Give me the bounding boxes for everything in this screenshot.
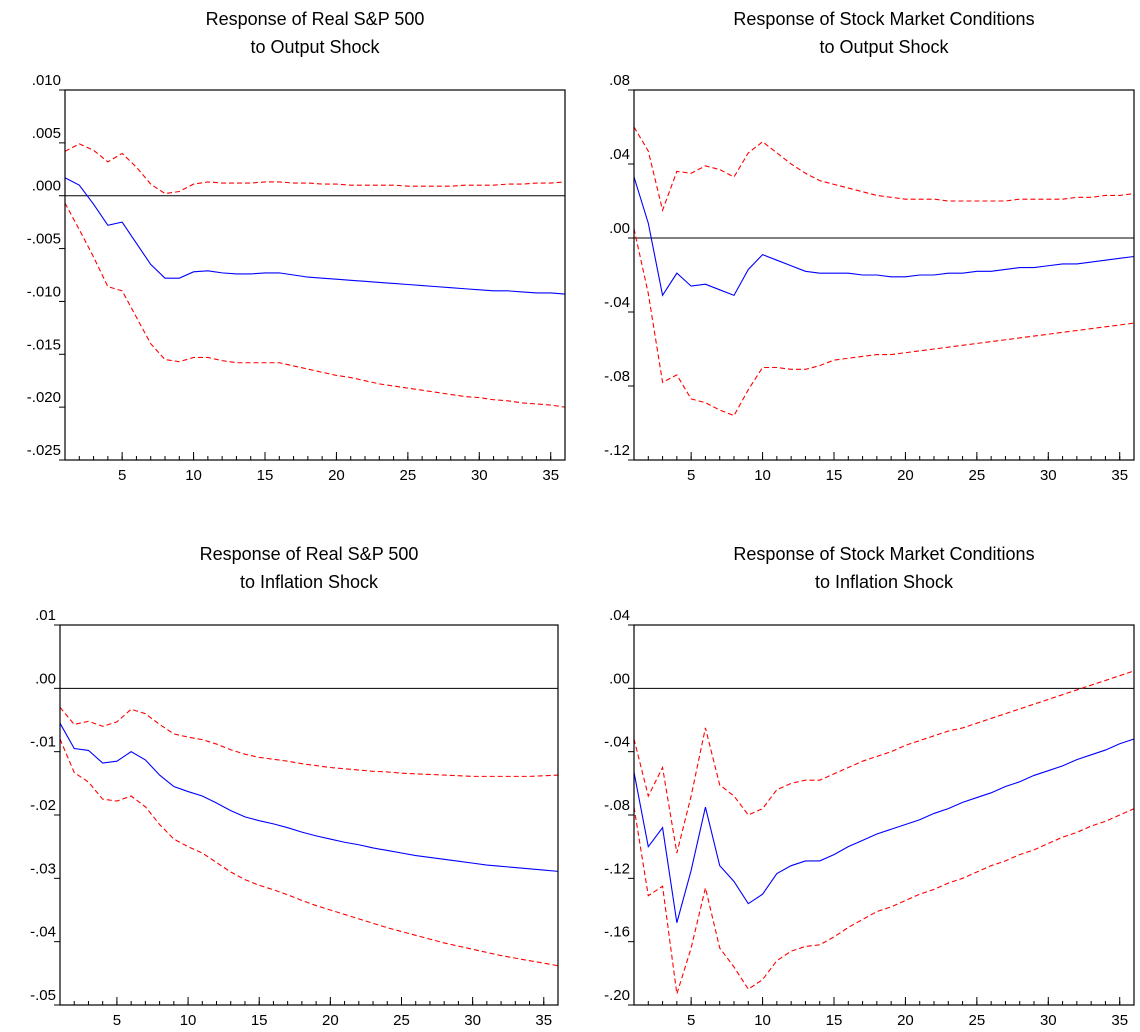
- y-tick-label: .00: [609, 670, 630, 687]
- y-tick-label: .010: [32, 72, 61, 89]
- x-tick-label: 5: [118, 467, 126, 484]
- y-tick-label: -.015: [27, 336, 61, 353]
- x-tick-label: 35: [1111, 467, 1128, 484]
- y-tick-label: -.01: [30, 734, 56, 751]
- y-tick-label: .04: [609, 607, 630, 624]
- y-tick-label: -.08: [604, 368, 630, 385]
- x-tick-label: 5: [687, 1012, 695, 1029]
- x-tick-label: 5: [687, 467, 695, 484]
- x-tick-label: 30: [464, 1012, 481, 1029]
- x-tick-label: 30: [1040, 467, 1057, 484]
- x-tick-label: 10: [754, 467, 771, 484]
- x-tick-label: 20: [897, 467, 914, 484]
- plot-frame: [633, 89, 1135, 461]
- y-tick-label: -.08: [604, 797, 630, 814]
- y-tick-label: .00: [35, 670, 56, 687]
- y-tick-label: -.04: [604, 734, 630, 751]
- series-line: [64, 202, 566, 408]
- chart-title: to Inflation Shock: [240, 572, 379, 592]
- chart-title: to Output Shock: [819, 37, 949, 57]
- series-line: [59, 738, 559, 967]
- x-tick-label: 10: [754, 1012, 771, 1029]
- y-tick-label: .005: [32, 125, 61, 142]
- series-line: [64, 143, 566, 195]
- y-tick-label: -.04: [604, 294, 630, 311]
- x-tick-label: 15: [826, 467, 843, 484]
- y-tick-label: -.010: [27, 283, 61, 300]
- y-tick-label: -.02: [30, 797, 56, 814]
- series-line: [633, 228, 1135, 417]
- y-tick-label: .01: [35, 607, 56, 624]
- chart-title: Response of Stock Market Conditions: [733, 9, 1034, 29]
- x-tick-label: 5: [113, 1012, 121, 1029]
- y-tick-label: .08: [609, 72, 630, 89]
- series-line: [64, 177, 566, 295]
- series-line: [633, 806, 1135, 995]
- y-tick-label: -.025: [27, 442, 61, 459]
- y-tick-label: .04: [609, 146, 630, 163]
- chart-title: Response of Stock Market Conditions: [733, 544, 1034, 564]
- series-line: [633, 126, 1135, 213]
- y-tick-label: -.020: [27, 389, 61, 406]
- x-tick-label: 20: [322, 1012, 339, 1029]
- x-tick-label: 35: [535, 1012, 552, 1029]
- y-tick-label: -.05: [30, 987, 56, 1004]
- series-line: [59, 722, 559, 872]
- x-tick-label: 20: [897, 1012, 914, 1029]
- series-line: [633, 176, 1135, 297]
- y-tick-label: -.12: [604, 860, 630, 877]
- x-tick-label: 35: [1111, 1012, 1128, 1029]
- plot-frame: [633, 624, 1135, 1006]
- x-tick-label: 30: [1040, 1012, 1057, 1029]
- plot-frame: [59, 624, 559, 1006]
- x-tick-label: 10: [180, 1012, 197, 1029]
- x-tick-label: 25: [969, 1012, 986, 1029]
- chart-title: Response of Real S&P 500: [200, 544, 419, 564]
- x-tick-label: 20: [328, 467, 345, 484]
- y-tick-label: -.16: [604, 924, 630, 941]
- chart-title: to Inflation Shock: [815, 572, 954, 592]
- y-tick-label: .000: [32, 178, 61, 195]
- plot-frame: [64, 89, 566, 461]
- y-tick-label: -.03: [30, 860, 56, 877]
- x-tick-label: 10: [185, 467, 202, 484]
- x-tick-label: 15: [251, 1012, 268, 1029]
- y-tick-label: -.12: [604, 442, 630, 459]
- chart-title: to Output Shock: [250, 37, 380, 57]
- x-tick-label: 15: [257, 467, 274, 484]
- series-line: [59, 706, 559, 777]
- series-line: [633, 670, 1135, 854]
- y-tick-label: -.20: [604, 987, 630, 1004]
- x-tick-label: 30: [471, 467, 488, 484]
- x-tick-label: 25: [400, 467, 417, 484]
- x-tick-label: 15: [826, 1012, 843, 1029]
- x-tick-label: 25: [393, 1012, 410, 1029]
- series-line: [633, 738, 1135, 923]
- x-tick-label: 25: [969, 467, 986, 484]
- y-tick-label: -.005: [27, 231, 61, 248]
- x-tick-label: 35: [542, 467, 559, 484]
- y-tick-label: -.04: [30, 924, 56, 941]
- chart-title: Response of Real S&P 500: [206, 9, 425, 29]
- y-tick-label: .00: [609, 220, 630, 237]
